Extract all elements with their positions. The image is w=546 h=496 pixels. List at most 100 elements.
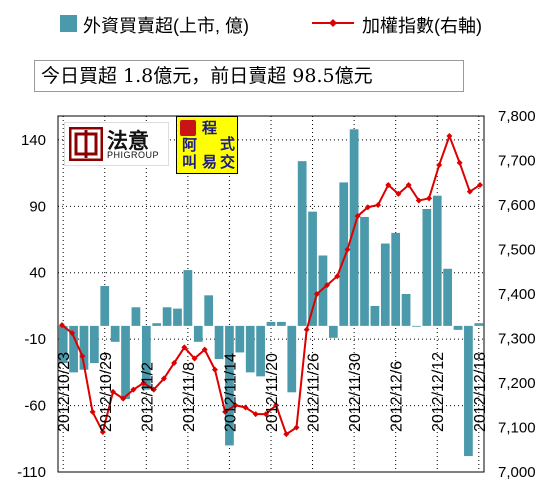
line-point <box>69 330 76 337</box>
bar <box>121 325 130 399</box>
x-tick-label: 2012/11/8 <box>181 362 198 432</box>
line-point <box>283 431 290 438</box>
x-axis-labels: 2012/10/23 2012/10/29 2012/11/2 2012/11/8 20… <box>56 352 489 432</box>
left-tick-label: -10 <box>24 331 46 348</box>
bar <box>391 232 401 326</box>
line-series <box>59 133 483 438</box>
line-point <box>344 246 351 253</box>
line-point <box>262 411 269 418</box>
right-axis-ticks: 7,800 7,700 7,600 7,500 7,400 7,300 7,200 7,100… <box>498 108 536 481</box>
bar <box>297 161 307 326</box>
line-point <box>466 188 473 195</box>
phigroup-logo: 法意 PHIGROUP <box>64 122 169 166</box>
bar <box>287 325 297 393</box>
x-tick-label: 2012/11/2 <box>139 362 156 432</box>
line-point <box>446 133 453 140</box>
line-point <box>160 375 167 382</box>
line-point <box>334 273 341 280</box>
right-tick-label: 7,000 <box>498 464 536 481</box>
line-point <box>171 359 178 366</box>
bar <box>266 321 276 326</box>
grid-lines <box>57 115 485 473</box>
line-point <box>385 181 392 188</box>
red-seal-icon <box>180 120 196 136</box>
x-tick-label: 2012/10/29 <box>98 352 115 432</box>
logo-char: 交 <box>220 154 236 171</box>
left-tick-label: 90 <box>29 198 46 215</box>
line-point <box>59 322 65 329</box>
line-point <box>191 355 198 362</box>
line-point <box>313 291 320 297</box>
left-axis-ticks: 140 90 40 -10 -60 -110 <box>17 132 46 481</box>
right-tick-label: 7,100 <box>498 420 536 437</box>
bar <box>453 325 463 330</box>
x-tick-label: 2012/11/26 <box>306 353 323 432</box>
bar <box>90 325 99 364</box>
bar <box>370 305 380 326</box>
line-point <box>354 213 361 220</box>
bar <box>245 325 255 373</box>
x-tick-label: 2012/12/12 <box>430 352 447 432</box>
index-line <box>61 133 481 436</box>
chart-legend: 外資買賣超(上市, 億) 加權指數(右軸) <box>0 0 546 40</box>
logo-char: 程 <box>202 120 218 137</box>
line-point <box>211 366 218 373</box>
right-tick-label: 7,800 <box>498 108 536 125</box>
x-tick-label: 2012/11/30 <box>347 353 364 432</box>
legend-bar-swatch <box>60 15 77 32</box>
line-point <box>109 388 116 395</box>
legend-bar-label: 外資買賣超(上市, 億) <box>83 16 249 36</box>
bar <box>141 325 151 390</box>
bar <box>183 270 193 326</box>
bar <box>225 325 234 446</box>
bar <box>412 325 421 327</box>
line-point <box>426 195 433 202</box>
bar <box>58 325 68 364</box>
line-point <box>201 346 208 353</box>
line-point <box>436 161 443 168</box>
summary-text: 今日買超 1.8億元，前日賣超 98.5億元 <box>34 60 464 92</box>
bar <box>152 323 162 326</box>
line-point <box>79 353 86 360</box>
line-point <box>273 402 280 409</box>
bar <box>173 308 182 326</box>
bar <box>204 295 214 326</box>
bar <box>235 325 245 353</box>
line-point <box>252 411 259 418</box>
bar <box>79 325 89 370</box>
bar <box>443 268 452 326</box>
bar <box>464 325 473 457</box>
bar <box>328 325 338 338</box>
line-point <box>456 159 463 166</box>
line-point <box>324 282 331 289</box>
logo-char: 阿 <box>182 137 198 154</box>
x-tick-label: 2012/12/6 <box>389 361 406 432</box>
right-tick-label: 7,400 <box>498 286 536 303</box>
line-point <box>232 402 239 409</box>
legend-line-label: 加權指數(右軸) <box>362 16 482 36</box>
bar <box>308 211 317 326</box>
line-point <box>395 190 402 197</box>
line-point <box>222 408 229 415</box>
left-tick-label: -110 <box>17 464 46 481</box>
phigroup-logo-text: 法意 <box>107 130 149 153</box>
x-tick-label: 2012/11/20 <box>264 353 281 432</box>
line-point <box>89 408 96 415</box>
right-tick-label: 7,600 <box>498 197 536 214</box>
phigroup-seal-icon <box>69 127 103 161</box>
bar <box>131 307 141 326</box>
bar <box>339 182 349 326</box>
bar <box>277 321 286 326</box>
line-point <box>303 326 310 333</box>
right-tick-label: 7,700 <box>498 153 536 170</box>
bar <box>474 323 484 326</box>
line-point <box>120 395 127 402</box>
x-tick-label: 2012/10/23 <box>56 352 73 432</box>
bar <box>256 325 265 377</box>
line-point <box>242 404 249 411</box>
line-point <box>415 197 422 204</box>
logo-char: 叫 <box>182 154 198 171</box>
line-point <box>405 181 412 188</box>
left-tick-label: 140 <box>21 132 46 149</box>
bar <box>214 325 224 360</box>
